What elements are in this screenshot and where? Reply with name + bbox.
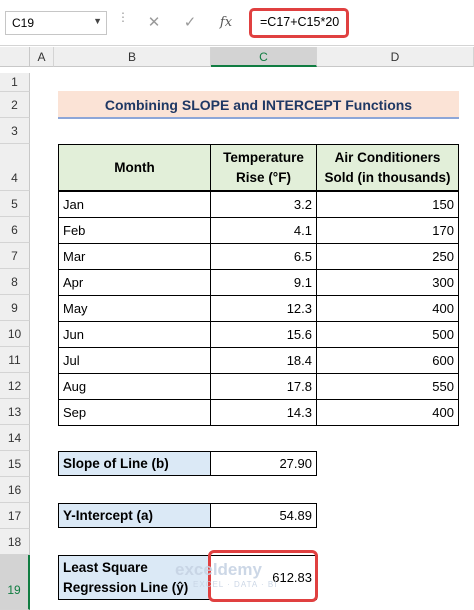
sold-cell[interactable]: 400	[316, 295, 459, 322]
row-header[interactable]: 7	[0, 243, 30, 269]
column-header-a[interactable]: A	[30, 47, 54, 67]
temperature-cell[interactable]: 12.3	[210, 295, 317, 322]
row-header[interactable]: 3	[0, 118, 30, 144]
row-header[interactable]: 10	[0, 321, 30, 347]
month-cell[interactable]: Jul	[58, 347, 211, 374]
sheet-title: Combining SLOPE and INTERCEPT Functions	[58, 91, 459, 119]
temperature-cell[interactable]: 18.4	[210, 347, 317, 374]
temperature-cell[interactable]: 4.1	[210, 217, 317, 244]
temperature-cell[interactable]: 9.1	[210, 269, 317, 296]
row-header[interactable]: 18	[0, 529, 30, 555]
sold-cell[interactable]: 600	[316, 347, 459, 374]
sold-cell[interactable]: 400	[316, 399, 459, 426]
drag-handle-icon[interactable]: ⋮	[117, 10, 129, 24]
cancel-button[interactable]: ✕	[147, 14, 161, 31]
row-header[interactable]: 6	[0, 217, 30, 243]
row-header[interactable]: 14	[0, 425, 30, 451]
row-header[interactable]: 5	[0, 191, 30, 217]
column-header-b[interactable]: B	[54, 47, 211, 67]
watermark-tagline: EXCEL · DATA · BI	[193, 580, 278, 589]
sold-cell[interactable]: 150	[316, 191, 459, 218]
header-sold: Air Conditioners Sold (in thousands)	[316, 144, 459, 191]
month-cell[interactable]: Apr	[58, 269, 211, 296]
chevron-down-icon[interactable]: ▼	[93, 16, 102, 26]
temperature-cell[interactable]: 17.8	[210, 373, 317, 400]
row-header[interactable]: 13	[0, 399, 30, 425]
sold-cell[interactable]: 300	[316, 269, 459, 296]
month-cell[interactable]: Feb	[58, 217, 211, 244]
temperature-cell[interactable]: 14.3	[210, 399, 317, 426]
temperature-cell[interactable]: 15.6	[210, 321, 317, 348]
month-cell[interactable]: Sep	[58, 399, 211, 426]
regression-label: Least Square Regression Line (ŷ)	[58, 555, 211, 600]
row-header[interactable]: 9	[0, 295, 30, 321]
row-header[interactable]: 11	[0, 347, 30, 373]
formula-bar: C19 ▼ ⋮ ✕ ✓ fx =C17+C15*20	[0, 0, 474, 46]
slope-label: Slope of Line (b)	[58, 451, 211, 476]
row-header[interactable]: 15	[0, 451, 30, 477]
enter-button[interactable]: ✓	[183, 14, 197, 31]
month-cell[interactable]: Aug	[58, 373, 211, 400]
row-header[interactable]: 1	[0, 73, 30, 92]
header-temperature: Temperature Rise (°F)	[210, 144, 317, 191]
sold-cell[interactable]: 170	[316, 217, 459, 244]
name-box-value: C19	[12, 16, 35, 30]
watermark-logo: exceldemy EXCEL · DATA · BI	[175, 560, 277, 589]
month-cell[interactable]: Jun	[58, 321, 211, 348]
column-header-d[interactable]: D	[317, 47, 474, 67]
slope-value[interactable]: 27.90	[210, 451, 317, 476]
month-cell[interactable]: Jan	[58, 191, 211, 218]
select-all-corner[interactable]	[0, 47, 30, 67]
sold-cell[interactable]: 500	[316, 321, 459, 348]
row-header[interactable]: 8	[0, 269, 30, 295]
sold-cell[interactable]: 250	[316, 243, 459, 270]
intercept-value[interactable]: 54.89	[210, 503, 317, 528]
row-header[interactable]: 17	[0, 503, 30, 529]
formula-input[interactable]: =C17+C15*20	[249, 8, 349, 38]
row-header[interactable]: 19	[0, 555, 30, 610]
row-header[interactable]: 2	[0, 92, 30, 118]
month-cell[interactable]: Mar	[58, 243, 211, 270]
column-header-c[interactable]: C	[211, 47, 317, 67]
month-cell[interactable]: May	[58, 295, 211, 322]
temperature-cell[interactable]: 3.2	[210, 191, 317, 218]
name-box[interactable]: C19 ▼	[5, 11, 107, 35]
row-header[interactable]: 4	[0, 144, 30, 191]
sold-cell[interactable]: 550	[316, 373, 459, 400]
intercept-label: Y-Intercept (a)	[58, 503, 211, 528]
row-header[interactable]: 12	[0, 373, 30, 399]
selection-highlight	[208, 550, 318, 602]
watermark-brand: exceldemy	[175, 560, 262, 579]
temperature-cell[interactable]: 6.5	[210, 243, 317, 270]
row-header[interactable]: 16	[0, 477, 30, 503]
header-month: Month	[58, 144, 211, 191]
insert-function-button[interactable]: fx	[219, 15, 233, 30]
